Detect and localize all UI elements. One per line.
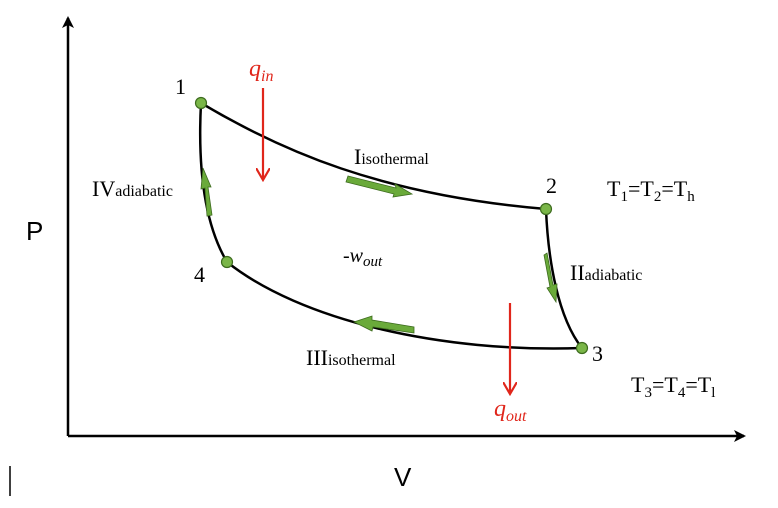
t-subscript: 1 — [620, 189, 628, 205]
point-label-2: 2 — [546, 173, 557, 198]
x-axis-label: V — [394, 462, 412, 492]
t-symbol: T — [674, 176, 688, 201]
process-label-III: IIIisothermal — [306, 345, 396, 370]
process-kind: isothermal — [361, 151, 429, 168]
process-numeral: II — [570, 260, 585, 285]
temperature-relation-hot: T1=T2=Th — [607, 176, 695, 205]
t-symbol: T — [664, 372, 678, 397]
curve-isothermal-compression — [226, 261, 583, 350]
heat-out-label: qout — [494, 396, 527, 425]
t-symbol: T — [607, 176, 621, 201]
process-numeral: III — [306, 345, 328, 370]
equals-sign: = — [628, 176, 640, 201]
net-work-label: -wout — [343, 245, 383, 270]
t-subscript: h — [687, 189, 695, 205]
flow-arrow-2-to-3 — [543, 252, 558, 304]
y-axis-label: P — [26, 216, 43, 246]
t-subscript: 4 — [678, 385, 686, 401]
process-numeral: IV — [92, 176, 115, 201]
t-symbol: T — [640, 176, 654, 201]
process-numeral: I — [354, 144, 361, 169]
process-label-II: IIadiabatic — [570, 260, 642, 285]
work-prefix: - — [343, 245, 350, 267]
heat-symbol: q — [494, 396, 506, 422]
t-symbol: T — [631, 372, 645, 397]
process-kind: isothermal — [328, 352, 396, 369]
t-symbol: T — [698, 372, 712, 397]
curve-isothermal-expansion — [200, 101, 547, 211]
heat-in-label: qin — [249, 56, 273, 85]
process-kind: adiabatic — [585, 267, 643, 284]
state-point-1 — [194, 96, 208, 110]
heat-subscript: in — [261, 68, 273, 85]
heat-subscript: out — [506, 408, 527, 425]
process-kind: adiabatic — [115, 183, 173, 200]
point-label-4: 4 — [194, 262, 205, 287]
work-subscript: out — [363, 254, 383, 270]
flow-arrow-4-to-1 — [200, 167, 213, 217]
state-point-2 — [539, 202, 553, 216]
temperature-relation-cold: T3=T4=Tl — [631, 372, 715, 401]
t-subscript: 3 — [644, 385, 652, 401]
flow-arrow-3-to-4 — [352, 315, 415, 334]
point-label-1: 1 — [175, 74, 186, 99]
equals-sign: = — [652, 372, 664, 397]
flow-arrow-1-to-2 — [345, 175, 414, 198]
state-point-3 — [575, 341, 589, 355]
t-subscript: l — [711, 385, 715, 401]
work-symbol: w — [350, 245, 364, 267]
t-subscript: 2 — [654, 189, 662, 205]
equals-sign: = — [661, 176, 673, 201]
process-label-IV: IVadiabatic — [92, 176, 173, 201]
process-label-I: Iisothermal — [354, 144, 429, 169]
equals-sign: = — [685, 372, 697, 397]
point-label-3: 3 — [592, 341, 603, 366]
heat-symbol: q — [249, 56, 261, 82]
state-point-4 — [220, 255, 234, 269]
